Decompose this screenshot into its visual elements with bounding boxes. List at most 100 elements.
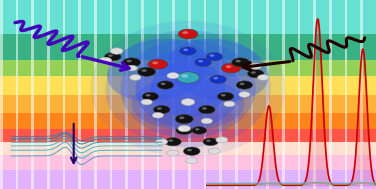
Circle shape [209,54,214,57]
Circle shape [123,58,141,67]
Bar [345,0,347,189]
Circle shape [181,99,195,105]
Bar [188,0,191,189]
Bar [313,0,316,189]
Circle shape [239,92,250,97]
Circle shape [247,70,264,78]
Circle shape [183,49,188,51]
Circle shape [232,58,250,67]
Circle shape [195,58,211,67]
Circle shape [146,94,150,96]
Bar [31,0,34,189]
Circle shape [177,72,199,83]
Circle shape [161,83,165,85]
Circle shape [221,63,241,73]
Circle shape [165,138,181,146]
Ellipse shape [105,30,271,147]
Circle shape [226,65,232,68]
Bar [0,0,376,34]
Circle shape [182,74,188,78]
Bar [172,0,175,189]
Ellipse shape [135,49,241,129]
Circle shape [208,148,220,154]
Circle shape [108,54,113,57]
Circle shape [126,65,137,71]
Bar [204,0,206,189]
Circle shape [187,149,192,151]
Circle shape [183,147,200,155]
Ellipse shape [120,40,256,138]
Circle shape [240,83,244,85]
Bar [329,0,332,189]
Circle shape [182,31,188,34]
Bar [94,0,97,189]
Circle shape [126,60,132,62]
Circle shape [156,139,168,145]
Bar [282,0,285,189]
Bar [0,113,376,129]
Circle shape [224,101,235,107]
Circle shape [130,75,141,80]
Ellipse shape [90,21,286,157]
Bar [0,0,3,189]
Bar [141,0,144,189]
Bar [0,155,376,170]
Circle shape [152,61,158,64]
Bar [157,0,159,189]
Circle shape [141,69,147,72]
Bar [235,0,238,189]
Ellipse shape [167,39,269,101]
Circle shape [179,128,184,130]
Circle shape [157,81,174,89]
Bar [266,0,269,189]
Circle shape [221,94,226,96]
Circle shape [217,92,234,101]
Circle shape [180,47,196,55]
Bar [0,142,376,155]
Bar [0,76,376,94]
Bar [47,0,50,189]
Circle shape [186,158,198,164]
Bar [360,0,363,189]
Bar [298,0,300,189]
Circle shape [153,105,170,114]
Circle shape [195,128,199,130]
Circle shape [251,71,256,74]
Bar [0,129,376,142]
Circle shape [179,116,184,119]
Bar [78,0,81,189]
Bar [0,60,376,76]
Circle shape [210,75,226,84]
Circle shape [178,125,191,132]
Circle shape [250,63,262,69]
Circle shape [198,60,203,62]
Circle shape [142,92,159,101]
Bar [110,0,112,189]
Circle shape [203,138,218,146]
Bar [251,0,253,189]
Circle shape [192,127,207,134]
Bar [63,0,65,189]
Ellipse shape [150,60,226,117]
Circle shape [201,118,212,124]
Circle shape [235,60,241,62]
Circle shape [176,126,193,135]
Bar [16,0,18,189]
Bar [0,34,376,60]
Circle shape [206,139,211,142]
Circle shape [167,73,179,79]
Circle shape [141,99,152,105]
Circle shape [148,59,168,69]
Ellipse shape [132,77,244,130]
Circle shape [178,29,198,39]
Circle shape [199,105,215,114]
Circle shape [216,137,228,143]
Bar [0,170,376,189]
Ellipse shape [107,39,209,101]
Circle shape [99,57,112,64]
Bar [0,94,376,113]
Circle shape [175,115,193,124]
Circle shape [138,67,156,76]
Circle shape [258,75,269,80]
Bar [219,0,222,189]
